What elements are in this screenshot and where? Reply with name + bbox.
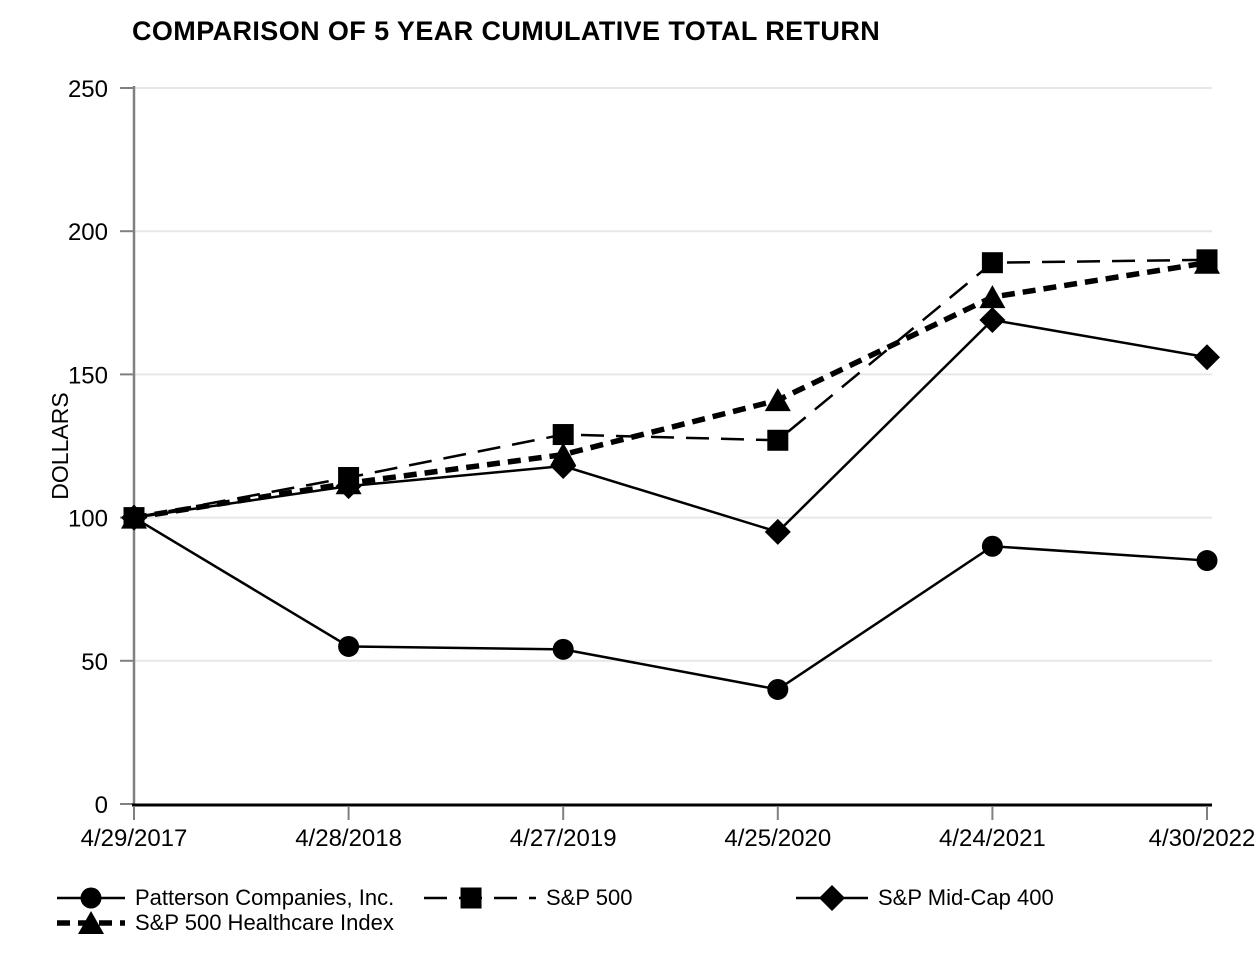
x-tick-label: 4/28/2018 — [295, 825, 402, 852]
legend-label-midcap: S&P Mid-Cap 400 — [878, 885, 1054, 910]
legend-item-midcap: S&P Mid-Cap 400 — [796, 884, 1054, 912]
series-line-3 — [133, 259, 1208, 521]
x-tick-label: 4/30/2022 — [1149, 825, 1256, 852]
square-marker-icon — [552, 424, 574, 446]
y-tick-label: 250 — [68, 76, 108, 103]
y-tick-label: 50 — [81, 649, 108, 676]
diamond-marker-icon — [819, 885, 845, 911]
square-marker-icon — [123, 507, 145, 529]
x-tick-label: 4/24/2021 — [939, 825, 1046, 852]
y-tick-label: 150 — [68, 362, 108, 389]
y-tick-label: 200 — [68, 219, 108, 246]
circle-marker-icon — [981, 535, 1003, 557]
triangle-marker-line-icon — [57, 911, 125, 934]
triangle-marker-icon — [979, 285, 1006, 309]
circle-marker-line-icon — [57, 887, 125, 909]
legend-label-sp500: S&P 500 — [546, 885, 633, 910]
series-line-1 — [133, 258, 1208, 519]
legend-label-patterson: Patterson Companies, Inc. — [135, 885, 395, 910]
triangle-marker-icon — [764, 388, 791, 412]
y-axis-title: DOLLARS — [47, 392, 73, 499]
triangle-marker-icon — [78, 911, 104, 934]
circle-marker-icon — [1196, 550, 1218, 572]
y-tick-label: 0 — [95, 792, 108, 819]
square-marker-line-icon — [424, 887, 536, 909]
square-marker-icon — [338, 467, 360, 489]
diamond-marker-icon — [764, 518, 791, 545]
diamond-marker-line-icon — [796, 885, 868, 911]
legend-label-healthcare: S&P 500 Healthcare Index — [135, 910, 394, 935]
series-line-0 — [133, 516, 1208, 691]
legend-item-healthcare: S&P 500 Healthcare Index — [57, 909, 394, 937]
triangle-marker-icon — [550, 442, 577, 466]
square-marker-icon — [981, 252, 1003, 274]
circle-marker-icon — [767, 678, 789, 700]
legend-item-patterson: Patterson Companies, Inc. — [57, 884, 394, 912]
x-tick-label: 4/25/2020 — [724, 825, 831, 852]
circle-marker-icon — [552, 638, 574, 660]
x-tick-label: 4/27/2019 — [510, 825, 617, 852]
legend-item-sp500: S&P 500 — [424, 884, 632, 912]
circle-marker-icon — [80, 887, 102, 909]
square-marker-icon — [767, 429, 789, 451]
y-tick-label: 100 — [68, 506, 108, 533]
series-line-2 — [133, 318, 1208, 534]
square-marker-icon — [1196, 249, 1218, 271]
diamond-marker-icon — [1194, 344, 1220, 371]
chart-title: COMPARISON OF 5 YEAR CUMULATIVE TOTAL RE… — [132, 16, 881, 46]
square-marker-icon — [460, 887, 482, 909]
circle-marker-icon — [338, 635, 360, 657]
diamond-marker-icon — [979, 306, 1006, 333]
x-tick-label: 4/29/2017 — [81, 825, 188, 852]
